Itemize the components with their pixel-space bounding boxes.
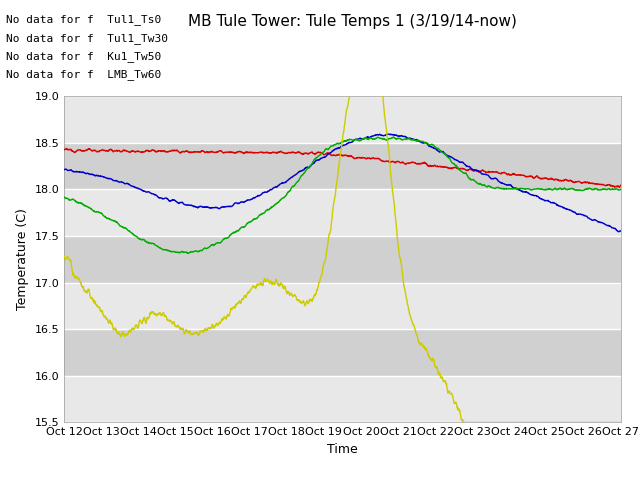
Text: No data for f  LMB_Tw60: No data for f LMB_Tw60	[6, 69, 162, 80]
Bar	[64, 329, 621, 376]
Bar	[64, 236, 621, 283]
Bar	[64, 283, 621, 329]
Bar	[64, 189, 621, 236]
X-axis label: Time: Time	[327, 443, 358, 456]
Text: No data for f  Tul1_Ts0: No data for f Tul1_Ts0	[6, 14, 162, 25]
Text: No data for f  Tul1_Tw30: No data for f Tul1_Tw30	[6, 33, 168, 44]
Y-axis label: Temperature (C): Temperature (C)	[16, 208, 29, 310]
Bar	[64, 96, 621, 143]
Text: No data for f  Ku1_Tw50: No data for f Ku1_Tw50	[6, 51, 162, 62]
Bar	[64, 143, 621, 189]
Bar	[64, 376, 621, 422]
Text: MB Tule Tower: Tule Temps 1 (3/19/14-now): MB Tule Tower: Tule Temps 1 (3/19/14-now…	[188, 14, 516, 29]
Legend: Tul1_Ts-32, Tul1_Ts-16, Tul1_Ts-8, Tul1_Tw+10: Tul1_Ts-32, Tul1_Ts-16, Tul1_Ts-8, Tul1_…	[129, 474, 556, 480]
